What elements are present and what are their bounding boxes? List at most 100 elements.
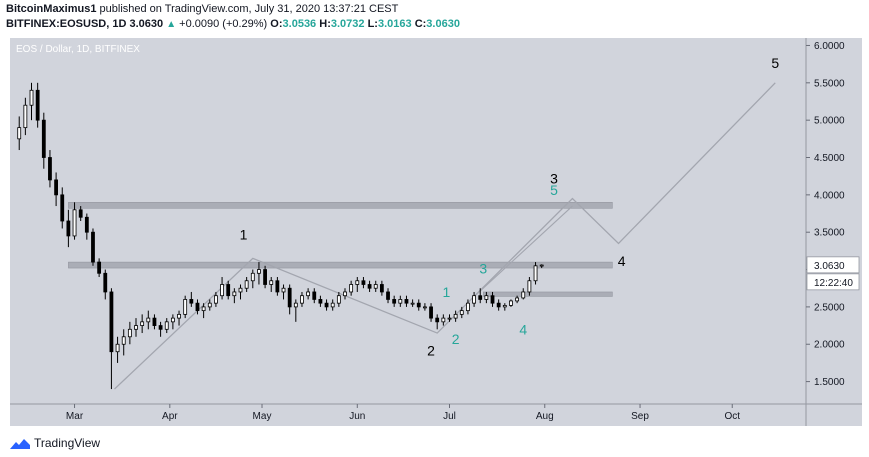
- price-chart[interactable]: EOS / Dollar, 1D, BITFINEX 6.0000 5.5000 5.…: [0, 0, 869, 430]
- y-tick-label: 6.0000: [814, 41, 845, 52]
- x-tick-label: Jun: [349, 411, 365, 422]
- candle-body: [275, 280, 280, 293]
- candle: [195, 299, 200, 315]
- candle: [330, 299, 335, 311]
- high-label: H:: [319, 18, 331, 30]
- candle-body: [502, 305, 507, 308]
- time-axis: [10, 404, 806, 426]
- candle-body: [447, 317, 452, 320]
- candle-body: [336, 295, 341, 304]
- candle-body: [29, 89, 34, 106]
- candle: [35, 82, 40, 128]
- candle: [490, 291, 495, 307]
- candle: [300, 291, 304, 307]
- x-tick-label: Apr: [162, 411, 178, 422]
- candle-body: [404, 299, 409, 304]
- candle-body: [177, 313, 181, 319]
- x-tick-label: Oct: [724, 411, 740, 422]
- candle: [502, 303, 507, 311]
- candle-body: [293, 302, 298, 308]
- candle: [416, 299, 421, 311]
- wave-count-label: 4: [519, 322, 527, 338]
- x-tick-label: Mar: [66, 411, 84, 422]
- candle-body: [170, 317, 175, 323]
- candle: [170, 314, 175, 330]
- candle-body: [244, 280, 249, 289]
- candle-body: [287, 287, 292, 308]
- close-label: C:: [414, 18, 427, 30]
- candle: [201, 303, 206, 319]
- candle-body: [257, 269, 261, 274]
- candle: [515, 295, 520, 304]
- last-price: 3.0630: [129, 18, 164, 30]
- candle: [306, 288, 311, 300]
- candle-body: [127, 328, 132, 338]
- candle: [244, 277, 249, 292]
- close-value: 3.0630: [426, 18, 460, 30]
- candle-body: [60, 194, 65, 222]
- candle-body: [232, 291, 237, 297]
- candle-body: [41, 119, 46, 158]
- candle: [146, 310, 151, 330]
- candle: [238, 284, 243, 300]
- candle: [355, 277, 360, 292]
- candle: [250, 269, 255, 289]
- candle-body: [361, 280, 366, 285]
- candle-body: [429, 306, 433, 319]
- candle-body: [226, 284, 231, 297]
- sub-wave-path: [470, 205, 573, 300]
- candle-body: [269, 280, 274, 285]
- countdown-tag: [806, 273, 860, 291]
- candle: [121, 329, 126, 356]
- last-price-tag-label: 3.0630: [814, 261, 845, 272]
- last-price-tag: [806, 256, 860, 274]
- candle: [429, 303, 433, 322]
- candle: [164, 318, 169, 334]
- symbol-info: BITFINEX:EOSUSD, 1D 3.0630 ▲ +0.0090 (+0…: [6, 18, 460, 30]
- wave-path: [114, 82, 776, 390]
- candle-body: [158, 325, 163, 330]
- change-arrow-icon: ▲: [166, 19, 177, 30]
- candle: [533, 262, 538, 285]
- candle: [103, 269, 108, 300]
- candle: [48, 150, 52, 188]
- plot-area: [10, 38, 806, 404]
- candle: [343, 288, 347, 300]
- candle: [257, 262, 261, 285]
- candle-body: [386, 291, 390, 300]
- candle: [361, 277, 366, 289]
- x-tick-label: Aug: [536, 411, 554, 422]
- candle: [214, 291, 218, 307]
- candle: [496, 299, 501, 311]
- price-axis: [806, 38, 862, 426]
- candle-body: [152, 317, 157, 326]
- candle: [459, 306, 464, 319]
- wave-count-label: 4: [618, 253, 626, 269]
- y-tick-label: 2.0000: [814, 340, 845, 351]
- open-label: O:: [270, 18, 283, 30]
- x-tick-label: May: [253, 411, 272, 422]
- candle: [275, 277, 280, 296]
- candle-body: [318, 299, 323, 304]
- y-tick-label: 4.5000: [814, 153, 845, 164]
- candle-body: [539, 264, 544, 267]
- publish-text: published on TradingView.com, July 31, 2…: [99, 3, 399, 15]
- candle-body: [379, 284, 384, 293]
- candle: [91, 228, 95, 266]
- candle: [527, 277, 532, 296]
- candle: [373, 280, 378, 292]
- candle: [392, 295, 397, 307]
- tradingview-footer[interactable]: TradingView: [10, 436, 100, 450]
- candle: [140, 314, 145, 334]
- candle: [312, 288, 317, 304]
- candle: [263, 265, 267, 289]
- candle: [23, 97, 28, 136]
- candle-body: [423, 306, 427, 309]
- candle: [466, 299, 470, 315]
- candle: [109, 288, 114, 390]
- candle-body: [300, 295, 304, 304]
- candle-body: [140, 321, 145, 326]
- candle-body: [367, 284, 372, 289]
- candle-body: [459, 310, 464, 315]
- candle-body: [109, 291, 114, 353]
